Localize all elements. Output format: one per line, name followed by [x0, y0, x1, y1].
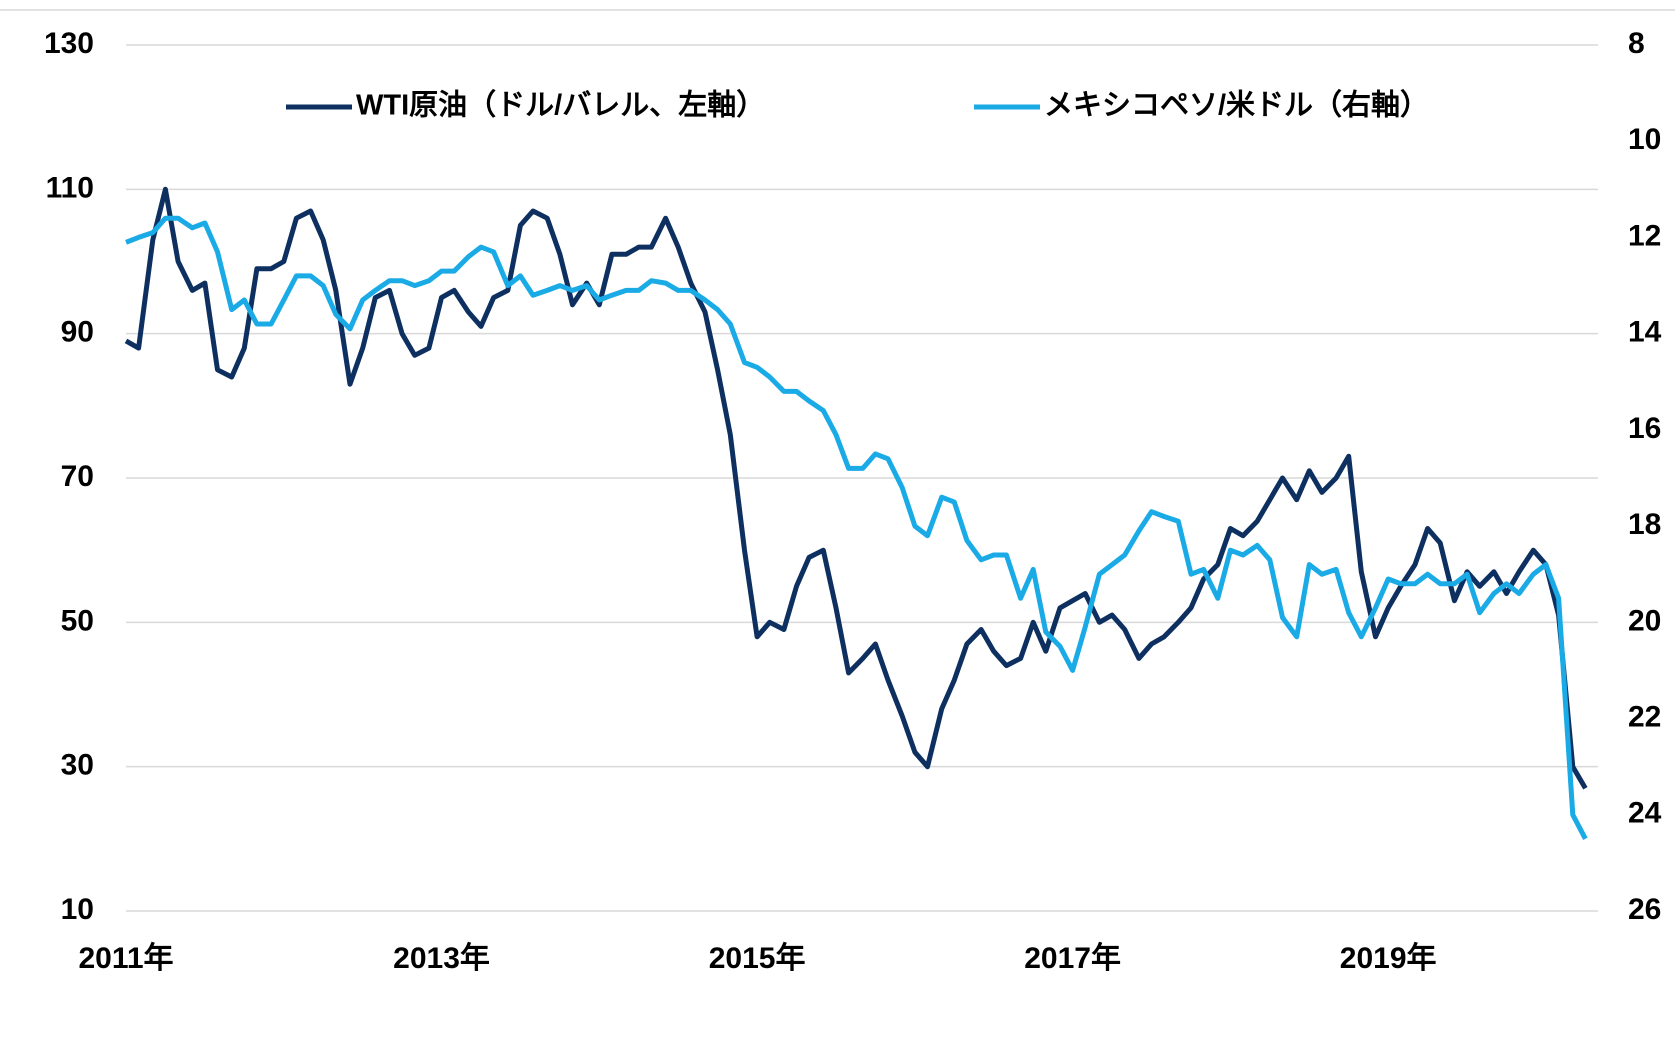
legend-label: メキシコペソ/米ドル（右軸） [1044, 89, 1429, 122]
y2-tick-label: 22 [1628, 700, 1661, 733]
y2-tick-label: 16 [1628, 412, 1661, 445]
y-tick-label: 130 [44, 27, 94, 60]
y-tick-label: 10 [61, 893, 94, 926]
data-line [124, 186, 1588, 790]
y2-tick-label: 18 [1628, 508, 1661, 541]
y-tick-label: 110 [46, 171, 94, 204]
x-tick-label: 2013年 [393, 942, 490, 975]
y2-tick-label: 20 [1628, 604, 1661, 637]
y2-tick-label: 10 [1628, 123, 1661, 156]
y2-tick-label: 26 [1628, 893, 1661, 926]
y-tick-label: 90 [61, 316, 94, 349]
x-tick-label: 2015年 [709, 942, 806, 975]
y2-tick-label: 14 [1628, 316, 1662, 349]
x-tick-label: 2017年 [1024, 942, 1121, 975]
y-tick-label: 30 [61, 749, 94, 782]
y-tick-label: 70 [61, 460, 94, 493]
y2-tick-label: 8 [1628, 27, 1645, 60]
x-tick-label: 2011年 [78, 942, 173, 975]
y2-tick-label: 24 [1628, 797, 1662, 830]
data-line [125, 215, 1588, 840]
y-tick-label: 50 [61, 604, 94, 637]
legend-label: WTI原油（ドル/バレル、左軸） [356, 89, 765, 122]
y2-tick-label: 12 [1628, 219, 1661, 252]
x-tick-label: 2019年 [1340, 942, 1437, 975]
